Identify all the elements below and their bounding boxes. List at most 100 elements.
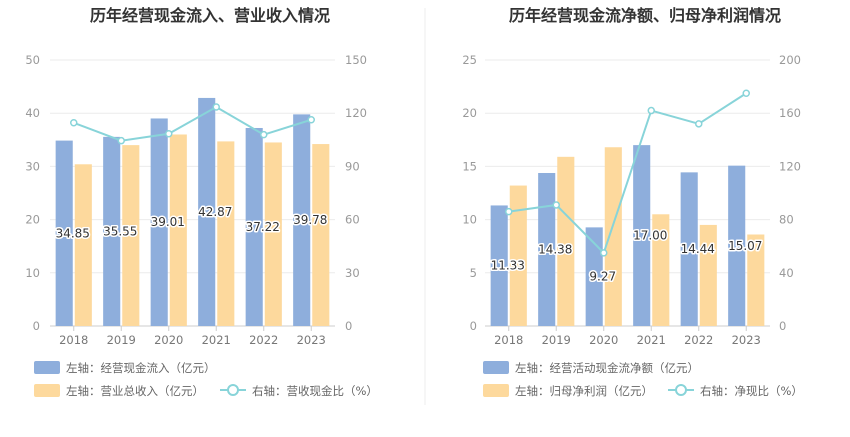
bar-secondary xyxy=(747,234,765,326)
ratio-point xyxy=(117,136,125,145)
right-axis-tick: 30 xyxy=(345,266,360,280)
right-axis-tick: 200 xyxy=(779,53,801,67)
legend-swatch-net-profit xyxy=(483,384,509,397)
bar-primary xyxy=(728,165,746,326)
right-axis-tick: 40 xyxy=(779,266,794,280)
left-axis-tick: 10 xyxy=(462,213,477,227)
legend-label-net-cash-flow: 左轴：经营活动现金流净额（亿元） xyxy=(515,361,699,375)
ratio-line xyxy=(73,105,312,142)
chart-title: 历年经营现金流入、营业收入情况 xyxy=(90,6,330,25)
legend-swatch-revenue xyxy=(34,384,60,397)
bar-primary xyxy=(633,145,651,326)
ratio-point xyxy=(212,103,220,111)
left-axis-tick: 40 xyxy=(25,106,40,120)
bar-data-label: 14.44 xyxy=(681,242,715,256)
bar-primary xyxy=(293,114,311,327)
x-axis-tick: 2022 xyxy=(684,333,713,347)
right-axis-tick: 80 xyxy=(779,213,794,227)
left-axis-tick: 20 xyxy=(25,213,40,227)
left-axis-tick: 10 xyxy=(25,266,40,280)
bar-data-label: 42.87 xyxy=(198,205,232,219)
ratio-point xyxy=(70,119,78,127)
x-axis-tick: 2018 xyxy=(59,333,88,347)
bar-primary xyxy=(103,136,121,326)
right-axis-tick: 120 xyxy=(779,159,801,173)
bar-primary xyxy=(198,97,216,326)
bar-secondary xyxy=(122,145,140,326)
bar-secondary xyxy=(509,185,527,326)
right-axis-tick: 0 xyxy=(779,319,786,333)
bar-data-label: 39.78 xyxy=(293,213,327,227)
x-axis-tick: 2023 xyxy=(297,333,326,347)
ratio-point xyxy=(695,120,703,128)
bar-data-label: 39.01 xyxy=(151,215,185,229)
right-axis-tick: 0 xyxy=(345,319,352,333)
bar-secondary xyxy=(217,141,235,326)
bar-primary xyxy=(585,227,603,326)
right-axis-tick: 60 xyxy=(345,213,360,227)
x-axis-tick: 2021 xyxy=(637,333,666,347)
left-axis-tick: 20 xyxy=(462,106,477,120)
right-axis-tick: 120 xyxy=(345,106,367,120)
bar-primary xyxy=(538,172,556,326)
x-axis-tick: 2018 xyxy=(494,333,523,347)
left-axis-tick: 30 xyxy=(25,159,40,173)
bar-secondary xyxy=(74,164,92,326)
bar-secondary xyxy=(557,156,575,326)
legend-label-net-profit: 左轴：归母净利润（亿元） xyxy=(515,384,653,398)
left-axis-tick: 25 xyxy=(462,53,477,67)
bar-primary xyxy=(680,172,698,326)
bar-secondary xyxy=(604,147,622,326)
bar-data-label: 14.38 xyxy=(538,242,572,256)
bar-primary xyxy=(150,118,168,326)
chart-title: 历年经营现金流净额、归母净利润情况 xyxy=(509,6,781,25)
bar-data-label: 9.27 xyxy=(589,270,616,284)
legend-label-net-cash-ratio: 右轴：净现比（%） xyxy=(700,384,803,398)
x-axis-tick: 2019 xyxy=(107,333,136,347)
bar-data-label: 17.00 xyxy=(633,229,667,243)
bar-primary xyxy=(245,127,263,327)
legend: 左轴：经营现金流入（亿元） 左轴：营业总收入（亿元） 右轴：营收现金比（%） xyxy=(34,361,378,398)
net-cash-flow-profit-chart: 历年经营现金流净额、归母净利润情况 0 5 10 15 20 25 0 40 80 120 160… xyxy=(462,6,803,398)
x-axis-tick: 2022 xyxy=(249,333,278,347)
bar-data-label: 37.22 xyxy=(246,220,280,234)
bar-secondary xyxy=(264,142,282,326)
bar-data-label: 11.33 xyxy=(491,259,525,273)
legend-swatch-net-cash-flow xyxy=(483,361,509,374)
x-axis-tick: 2019 xyxy=(542,333,571,347)
bar-secondary xyxy=(652,214,670,326)
ratio-point xyxy=(307,116,315,124)
ratio-point xyxy=(505,207,513,216)
legend-swatch-cash-inflow xyxy=(34,361,60,374)
right-axis-tick: 90 xyxy=(345,159,360,173)
left-axis-tick: 15 xyxy=(462,159,477,173)
ratio-point xyxy=(600,249,608,257)
ratio-point xyxy=(260,130,268,139)
left-axis-tick: 0 xyxy=(470,319,477,333)
x-axis-tick: 2020 xyxy=(589,333,618,347)
ratio-line xyxy=(508,92,747,255)
left-axis-tick: 5 xyxy=(470,266,477,280)
bar-data-label: 34.85 xyxy=(56,226,90,240)
bar-secondary xyxy=(169,134,187,326)
legend-swatch-cash-ratio-marker xyxy=(227,384,239,396)
left-axis-tick: 50 xyxy=(25,53,40,67)
right-axis-tick: 150 xyxy=(345,53,367,67)
legend-label-revenue: 左轴：营业总收入（亿元） xyxy=(66,384,204,398)
x-axis-tick: 2023 xyxy=(732,333,761,347)
bar-data-label: 15.07 xyxy=(728,239,762,253)
cash-inflow-revenue-chart: 历年经营现金流入、营业收入情况 0 10 20 30 40 50 0 30 60 90 120 15… xyxy=(25,6,378,398)
legend-label-cash-ratio: 右轴：营收现金比（%） xyxy=(252,384,378,398)
ratio-point xyxy=(165,130,173,138)
left-axis-tick: 0 xyxy=(33,319,40,333)
legend-label-cash-inflow: 左轴：经营现金流入（亿元） xyxy=(66,361,216,375)
bar-data-label: 35.55 xyxy=(103,224,137,238)
right-axis-tick: 160 xyxy=(779,106,801,120)
ratio-point xyxy=(647,106,655,115)
x-axis-tick: 2020 xyxy=(154,333,183,347)
x-axis-tick: 2021 xyxy=(202,333,231,347)
bar-primary xyxy=(55,140,73,326)
bar-secondary xyxy=(699,224,717,326)
legend-swatch-net-cash-ratio-marker xyxy=(675,384,687,396)
